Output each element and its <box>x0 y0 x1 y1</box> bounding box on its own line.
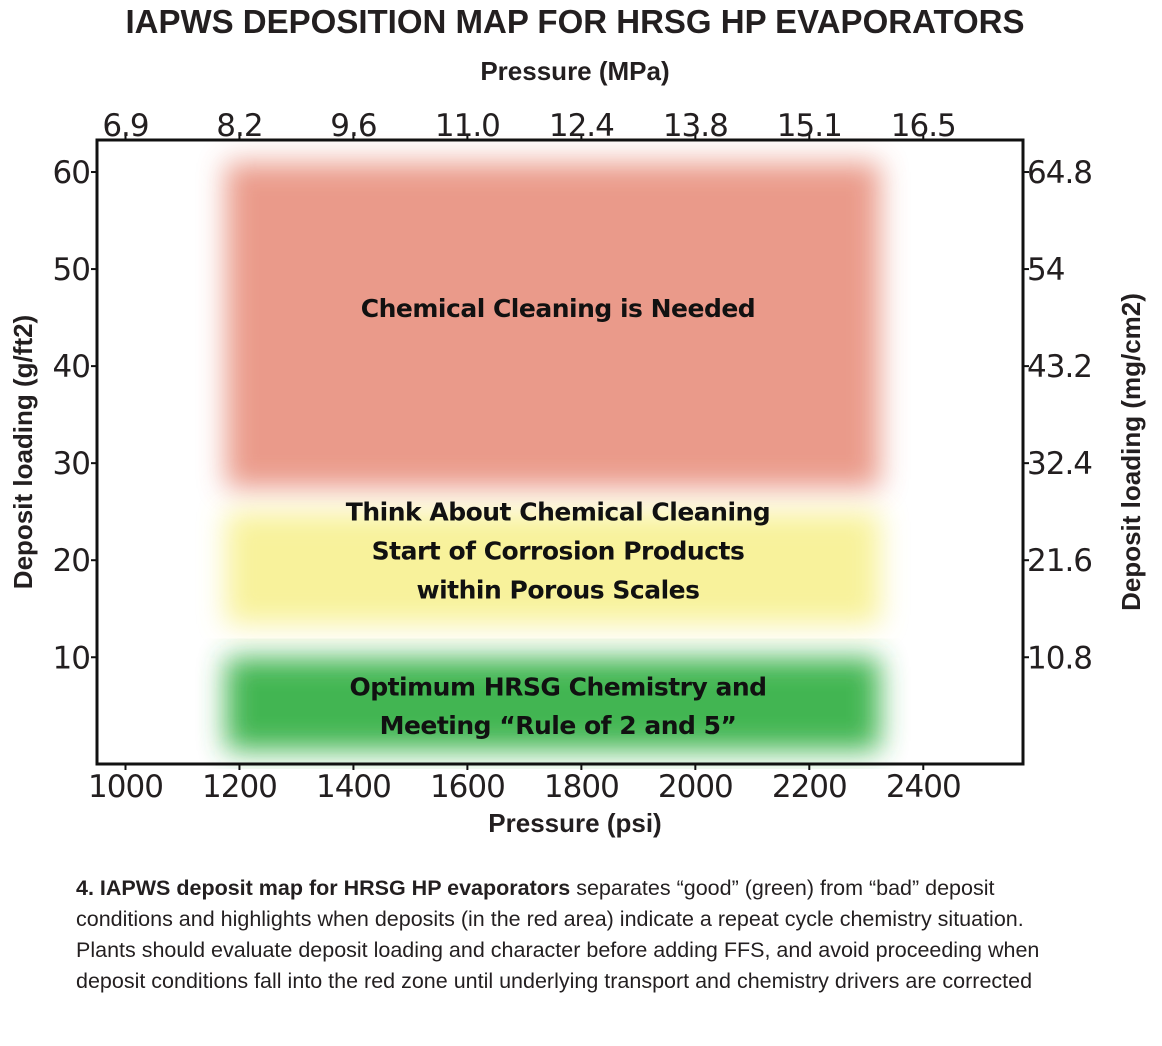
y-tick-label: 50 <box>53 252 90 288</box>
yellow-zone-label: within Porous Scales <box>417 575 700 604</box>
yellow-zone-label: Think About Chemical Cleaning <box>346 498 770 527</box>
figure-caption: 4. IAPWS deposit map for HRSG HP evapora… <box>76 873 1086 997</box>
y2-tick-label: 21.6 <box>1027 543 1092 579</box>
y2-axis-label: Deposit loading (mg/cm2) <box>1116 293 1146 611</box>
caption-text: separates “good” (green) from “bad” depo… <box>76 876 1040 993</box>
x2-tick-label: 13.8 <box>663 108 728 144</box>
y-tick-label: 60 <box>53 155 90 191</box>
y2-tick-label: 54 <box>1027 252 1064 288</box>
y2-tick-label: 64.8 <box>1027 155 1092 191</box>
x2-tick-label: 15.1 <box>777 108 842 144</box>
y-axis-label: Deposit loading (g/ft2) <box>8 315 38 589</box>
deposition-map-chart: IAPWS DEPOSITION MAP FOR HRSG HP EVAPORA… <box>8 3 1146 838</box>
red-zone <box>225 162 880 489</box>
x2-tick-label: 16.5 <box>891 108 956 144</box>
x-tick-label: 1400 <box>316 769 391 805</box>
chart-title: IAPWS DEPOSITION MAP FOR HRSG HP EVAPORA… <box>125 3 1024 40</box>
green-zone-label: Optimum HRSG Chemistry and <box>349 672 766 701</box>
x2-tick-label: 9.6 <box>330 108 376 144</box>
green-zone <box>225 657 880 751</box>
x2-tick-label: 8.2 <box>216 108 262 144</box>
x-tick-label: 1000 <box>88 769 163 805</box>
y-tick-label: 20 <box>53 543 90 579</box>
y2-tick-label: 32.4 <box>1027 446 1092 482</box>
top-axis-label: Pressure (MPa) <box>480 56 669 86</box>
x-tick-label: 1800 <box>544 769 619 805</box>
ticks: 1000 6.9 1200 8.2 1400 9.6 1600 11.0 1800 12.4 200… <box>53 108 1093 805</box>
y-tick-label: 30 <box>53 446 90 482</box>
y-tick-label: 40 <box>53 349 90 385</box>
yellow-zone <box>225 511 880 625</box>
y2-tick-label: 10.8 <box>1027 640 1092 676</box>
x-tick-label: 1600 <box>430 769 505 805</box>
red-zone-label: Chemical Cleaning is Needed <box>361 294 755 323</box>
x-tick-label: 2000 <box>658 769 733 805</box>
x-tick-label: 2400 <box>886 769 961 805</box>
x2-tick-label: 12.4 <box>549 108 614 144</box>
y2-tick-label: 43.2 <box>1027 349 1092 385</box>
zones: Chemical Cleaning is Needed Think About C… <box>225 162 880 751</box>
x-axis-label: Pressure (psi) <box>488 808 661 838</box>
x2-tick-label: 11.0 <box>435 108 500 144</box>
yellow-zone-label: Start of Corrosion Products <box>372 537 745 566</box>
caption-bold: 4. IAPWS deposit map for HRSG HP evapora… <box>76 876 571 900</box>
x2-tick-label: 6.9 <box>102 108 148 144</box>
plot-frame <box>95 138 1025 766</box>
y-tick-label: 10 <box>53 640 90 676</box>
green-zone-label: Meeting “Rule of 2 and 5” <box>380 711 737 740</box>
x-tick-label: 2200 <box>772 769 847 805</box>
x-tick-label: 1200 <box>202 769 277 805</box>
